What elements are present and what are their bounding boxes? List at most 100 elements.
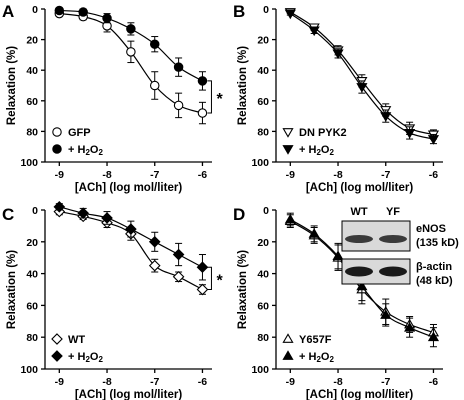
y-tick-label: 80 — [257, 332, 269, 344]
legend-marker — [51, 350, 63, 362]
data-point — [427, 331, 440, 342]
series-circle-filled — [54, 5, 208, 91]
legend-entry: + H2O2 — [51, 350, 103, 364]
legend-entry: + H2O2 — [52, 144, 103, 157]
x-tick-label: -8 — [333, 376, 342, 388]
series-diamond-open — [53, 205, 209, 296]
y-tick-label: 40 — [26, 65, 38, 77]
chart-panel-a: A 0 20 40 60 80 100 -9 -8 -7 -6 [ACh] (log mol/lite… — [2, 2, 223, 194]
x-axis-title: [ACh] (log mol/liter) — [75, 182, 182, 194]
data-point — [356, 280, 368, 291]
data-point — [380, 112, 392, 122]
x-tick-label: -6 — [429, 376, 438, 388]
legend-marker — [282, 145, 294, 155]
blot-band — [345, 235, 373, 243]
data-point — [173, 62, 184, 72]
y-tick-label: 40 — [26, 269, 38, 281]
x-tick-label: -7 — [150, 376, 159, 388]
panel-letter: C — [2, 205, 14, 224]
legend-marker — [52, 144, 62, 154]
y-tick-label: 0 — [263, 205, 269, 217]
y-tick-label: 80 — [257, 126, 269, 138]
y-tick-label: 100 — [20, 364, 38, 376]
data-point — [148, 259, 161, 272]
data-point — [149, 39, 160, 49]
legend-marker — [52, 127, 62, 137]
legend-label: DN PYK2 — [299, 127, 347, 139]
legend-marker — [282, 350, 294, 360]
y-tick-label: 40 — [257, 65, 269, 77]
x-tick-label: -7 — [381, 376, 390, 388]
x-tick-label: -8 — [102, 169, 111, 181]
legend-entry: GFP — [52, 127, 91, 139]
x-tick-label: -9 — [55, 376, 64, 388]
legend-label: + H2O2 — [299, 351, 334, 364]
y-tick-label: 60 — [257, 300, 269, 312]
chart-panel-d: D 0 20 40 60 80 100 -9 -8 -7 -6 [ACh] (log mol/lite… — [233, 205, 443, 400]
x-axis-title: [ACh] (log mol/liter) — [306, 182, 413, 194]
band-name: eNOS — [416, 223, 446, 235]
data-point — [197, 108, 208, 118]
data-point — [380, 309, 392, 319]
legend-marker — [282, 333, 294, 343]
legend-entry: WT — [51, 333, 85, 346]
x-tick-label: -9 — [286, 376, 295, 388]
x-tick-label: -9 — [55, 169, 64, 181]
band-size: (48 kD) — [416, 275, 453, 287]
data-point — [173, 100, 184, 111]
y-tick-label: 0 — [32, 205, 38, 217]
data-point — [125, 223, 137, 235]
y-axis-title: Relaxation (%) — [6, 46, 18, 125]
legend-label: GFP — [68, 127, 91, 139]
significance-star: * — [216, 272, 223, 289]
data-point — [427, 135, 440, 145]
data-point — [308, 228, 320, 238]
series-triangle-up-filled — [284, 212, 440, 348]
significance-bracket: * — [207, 266, 223, 290]
legend-label: + H2O2 — [68, 351, 103, 364]
y-tick-label: 20 — [26, 237, 38, 249]
y-axis-title: Relaxation (%) — [237, 250, 249, 329]
y-tick-label: 40 — [257, 269, 269, 281]
data-point — [196, 283, 209, 296]
data-point — [172, 270, 185, 283]
x-tick-label: -7 — [150, 169, 159, 181]
x-tick-label: -8 — [102, 376, 111, 388]
panel-letter: D — [233, 205, 245, 224]
western-blot-inset: WT YF eNOS (135 kD) β-actin (48 kD) — [341, 206, 459, 287]
x-axis-title: [ACh] (log mol/liter) — [75, 389, 182, 400]
legend-marker — [51, 333, 63, 345]
data-point — [101, 212, 113, 224]
significance-star: * — [216, 91, 223, 108]
blot-band — [379, 235, 407, 243]
blot-lane-label: WT — [350, 206, 367, 218]
x-tick-label: -6 — [198, 376, 207, 388]
band-name: β-actin — [416, 261, 452, 273]
data-point — [126, 47, 136, 57]
significance-bracket: * — [207, 80, 223, 114]
legend-entry: DN PYK2 — [282, 127, 347, 139]
data-point — [197, 76, 208, 86]
y-tick-label: 80 — [26, 332, 38, 344]
data-point — [102, 13, 112, 23]
data-point — [332, 250, 344, 261]
data-point — [356, 83, 368, 93]
y-tick-label: 0 — [263, 4, 269, 16]
data-point — [77, 207, 89, 219]
legend-label: Y657F — [299, 334, 332, 346]
y-tick-label: 20 — [257, 35, 269, 47]
data-point — [404, 129, 416, 139]
y-tick-label: 100 — [20, 157, 38, 169]
y-tick-label: 20 — [26, 35, 38, 47]
data-point — [284, 9, 296, 20]
panel-letter: B — [233, 2, 245, 21]
data-point — [404, 321, 416, 332]
data-point — [54, 5, 65, 16]
y-tick-label: 60 — [26, 96, 38, 108]
series-triangle-down-open — [284, 8, 440, 141]
blot-lane-label: YF — [386, 206, 400, 218]
legend-entry: Y657F — [282, 333, 332, 346]
data-point — [196, 261, 209, 274]
data-point — [53, 201, 66, 213]
